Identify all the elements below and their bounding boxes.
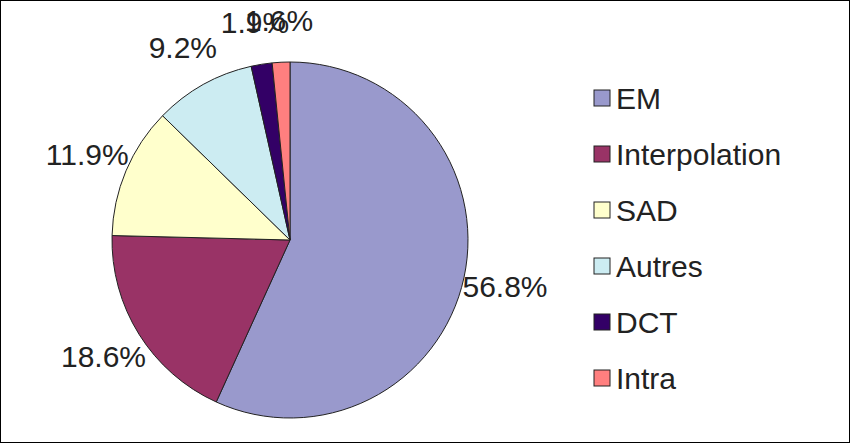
chart: 56.8%18.6%11.9%9.2%1.9%1.6%EMInterpolati… xyxy=(0,0,850,443)
legend-swatch xyxy=(594,146,610,162)
legend-label: Interpolation xyxy=(616,138,781,171)
chart-frame xyxy=(1,1,850,443)
data-labels: 56.8%18.6%11.9%9.2%1.9%1.6% xyxy=(46,4,548,373)
legend-swatch xyxy=(594,90,610,106)
pie-slice xyxy=(251,63,290,240)
legend-label: Autres xyxy=(616,250,703,283)
data-label: 9.2% xyxy=(149,31,217,64)
data-label: 1.6% xyxy=(245,4,313,37)
pie xyxy=(112,62,468,418)
legend-label: DCT xyxy=(616,306,678,339)
data-label: 11.9% xyxy=(46,138,129,171)
data-label: 18.6% xyxy=(61,340,146,373)
legend-label: SAD xyxy=(616,194,678,227)
legend-swatch xyxy=(594,202,610,218)
data-label: 56.8% xyxy=(462,270,547,303)
pie-slice xyxy=(272,62,290,240)
pie-slice xyxy=(112,236,290,402)
legend: EM Interpolation SAD Autres DCT Intra xyxy=(594,82,781,395)
legend-swatch xyxy=(594,314,610,330)
legend-label: EM xyxy=(616,82,661,115)
legend-label: Intra xyxy=(616,362,676,395)
legend-swatch xyxy=(594,258,610,274)
legend-swatch xyxy=(594,370,610,386)
